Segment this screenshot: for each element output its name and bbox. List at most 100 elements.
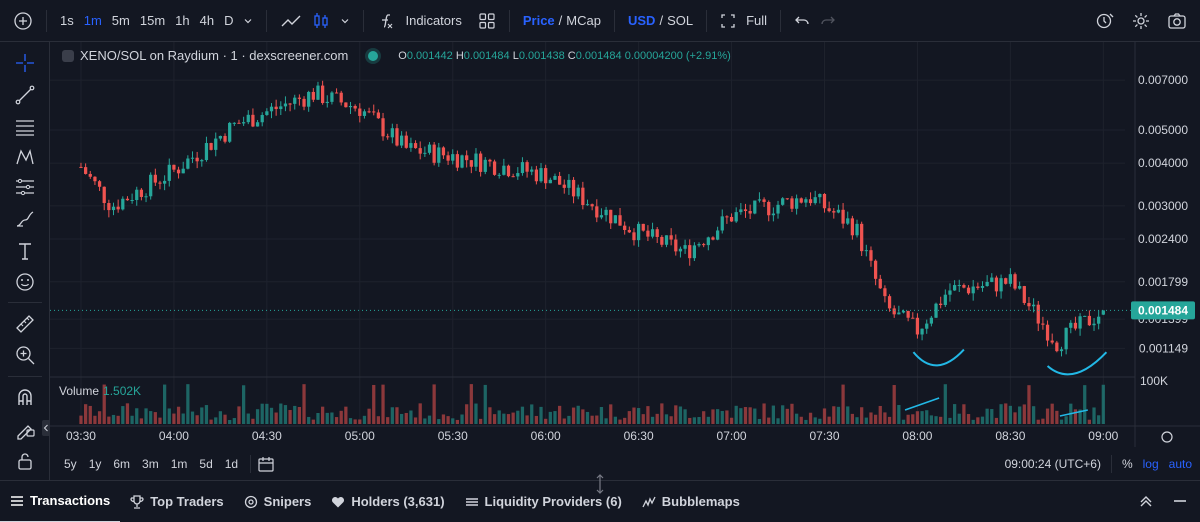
trend-line-tool-icon[interactable] [8,80,42,110]
volume-bar [785,408,789,424]
range-1y[interactable]: 1y [88,457,102,471]
pattern-tool-icon[interactable] [8,142,42,172]
camera-icon[interactable] [1162,7,1192,35]
candle-body [186,158,190,169]
range-5d[interactable]: 5d [199,457,213,471]
collapse-toolbar-handle[interactable] [42,420,50,436]
volume-bar [1031,406,1036,424]
candle-body [525,162,529,172]
tab-snipers[interactable]: Snipers [234,481,322,522]
candle-body [553,175,557,180]
brush-tool-icon[interactable] [8,204,42,234]
candle-body [706,237,710,246]
text-tool-icon[interactable] [8,236,42,266]
price-chart[interactable]: 0.007000 0.005000 0.004000 0.003000 0.002400… [50,42,1200,480]
volume-bar [557,405,562,424]
line-chart-icon[interactable] [275,7,307,35]
timeframe-1h[interactable]: 1h [175,12,190,28]
fullscreen-icon[interactable] [715,7,741,35]
sol-toggle[interactable]: SOL [667,12,694,28]
emoji-tool-icon[interactable] [8,267,42,297]
timeframe-1m[interactable]: 1m [83,12,102,28]
timeframe-5m[interactable]: 5m [111,12,130,28]
candle-body [246,114,250,123]
volume-bar [1097,415,1101,424]
volume-bar [474,403,478,424]
volume-bar [451,418,455,424]
fib-retracement-tool-icon[interactable] [8,112,42,142]
volume-bar [818,418,822,424]
candle-body [683,245,687,249]
candle-body [762,199,766,202]
volume-bar [715,409,720,424]
volume-bar [149,411,153,424]
candle-body [195,157,199,162]
range-6m[interactable]: 6m [113,457,131,471]
undo-icon[interactable] [789,7,815,35]
divider [8,376,42,377]
timeframe-4h[interactable]: 4h [199,12,215,28]
candle-body [204,143,209,161]
candle-body [409,143,413,148]
volume-bar [386,417,390,424]
chart-pane[interactable]: 0.007000 0.005000 0.004000 0.003000 0.002400… [50,42,1200,480]
volume-bar [427,415,432,424]
full-button[interactable]: Full [746,12,768,28]
volume-bar [251,418,255,424]
prediction-tool-icon[interactable] [8,172,42,202]
volume-bar [692,417,697,424]
candles-icon[interactable] [307,7,335,35]
timeframe-1s[interactable]: 1s [60,12,74,28]
settings-icon[interactable] [1126,7,1156,35]
unlock-icon[interactable] [8,446,42,476]
resize-handle-icon[interactable] [592,473,608,498]
collapse-panel-icon[interactable] [1138,493,1154,512]
minimize-icon[interactable] [1172,493,1188,512]
timeframe-d[interactable]: D [224,12,234,28]
add-symbol-icon[interactable] [8,7,38,35]
magnet-icon[interactable] [8,382,42,412]
log-scale-toggle[interactable]: log [1142,457,1159,471]
zoom-in-icon[interactable] [8,340,42,370]
volume-bar [274,412,278,424]
candle-body [632,232,636,241]
alert-clock-icon[interactable] [1090,7,1120,35]
volume-bar [585,411,590,424]
price-toggle[interactable]: Price [522,12,555,28]
crosshair-tool-icon[interactable] [8,48,42,78]
volume-axis-label: 100K [1140,374,1168,388]
tab-top-traders[interactable]: Top Traders [120,481,233,522]
volume-bar [757,418,762,424]
chevron-down-icon[interactable] [335,7,355,35]
layout-grid-icon[interactable] [473,7,501,35]
range-1m[interactable]: 1m [170,457,188,471]
volume-bar [562,418,566,424]
indicators-icon[interactable] [372,7,400,35]
candle-body [311,91,315,100]
timeframe-15m[interactable]: 15m [139,12,166,28]
candle-body [502,165,506,175]
ruler-tool-icon[interactable] [8,309,42,339]
goto-date-icon[interactable] [257,455,275,473]
range-3m[interactable]: 3m [142,457,159,471]
auto-scale-toggle[interactable]: auto [1168,457,1192,471]
mcap-toggle[interactable]: MCap [566,12,601,28]
volume-trend-line-2 [1059,409,1088,417]
percent-scale-toggle[interactable]: % [1121,457,1133,471]
lock-drawing-icon[interactable] [8,414,42,444]
tab-transactions[interactable]: Transactions [0,481,121,522]
volume-bar [962,404,966,424]
candle-body [925,323,929,329]
tab-holders[interactable]: Holders (3,631) [321,481,454,522]
tab-liquidity-providers[interactable]: Liquidity Providers (6) [455,481,632,522]
candle-body [878,278,882,289]
redo-icon[interactable] [815,7,841,35]
usd-toggle[interactable]: USD [627,12,656,28]
indicators-button[interactable]: Indicators [405,12,462,28]
range-1d[interactable]: 1d [224,457,239,471]
range-5y[interactable]: 5y [64,457,77,471]
candle-body [107,203,111,211]
tab-bubblemaps[interactable]: Bubblemaps [632,481,750,522]
volume-bar [79,415,83,424]
chevron-down-icon[interactable] [238,7,258,35]
